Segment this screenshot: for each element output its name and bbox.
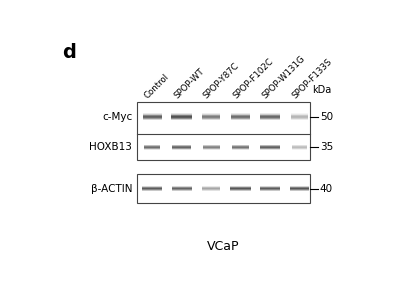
- Text: SPOP-F133S: SPOP-F133S: [290, 57, 334, 101]
- Text: d: d: [62, 43, 76, 62]
- Text: SPOP-F102C: SPOP-F102C: [231, 57, 275, 101]
- Text: HOXB13: HOXB13: [89, 142, 132, 152]
- Text: Control: Control: [143, 72, 171, 101]
- Text: c-Myc: c-Myc: [102, 112, 132, 122]
- Text: β-ACTIN: β-ACTIN: [91, 184, 132, 194]
- Text: SPOP-W131G: SPOP-W131G: [261, 54, 307, 101]
- Text: SPOP-WT: SPOP-WT: [172, 67, 206, 101]
- Text: 50: 50: [320, 112, 333, 122]
- Text: VCaP: VCaP: [207, 240, 240, 253]
- Text: kDa: kDa: [312, 85, 331, 95]
- Text: 35: 35: [320, 142, 333, 152]
- Text: 40: 40: [320, 184, 333, 194]
- Text: SPOP-Y87C: SPOP-Y87C: [202, 61, 241, 101]
